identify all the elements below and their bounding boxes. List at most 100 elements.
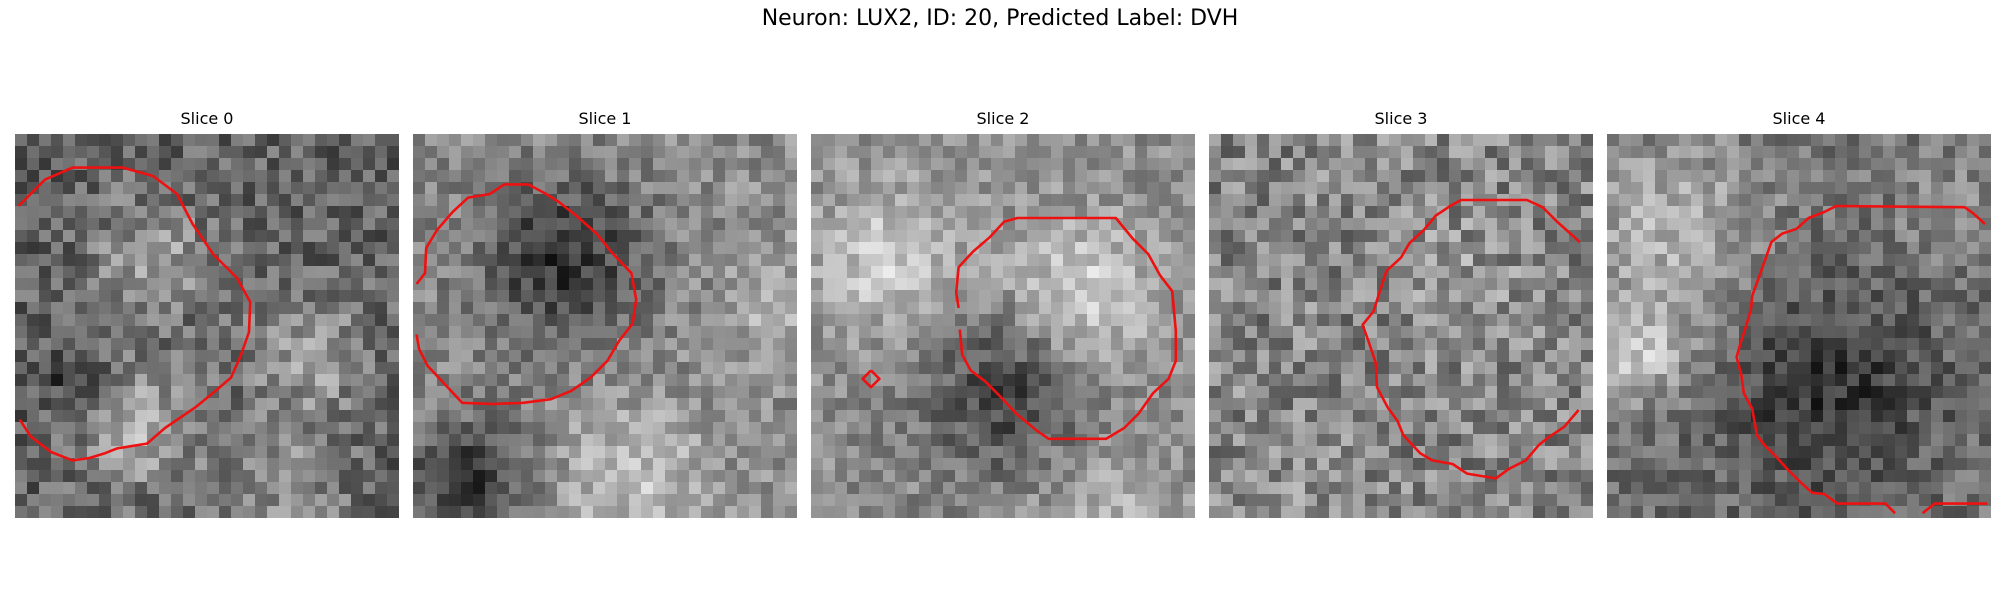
slice-pixel <box>1859 146 1872 159</box>
slice-pixel <box>279 134 292 147</box>
slice-pixel <box>1655 326 1668 339</box>
slice-pixel <box>1569 206 1582 219</box>
slice-pixel <box>99 146 112 159</box>
slice-pixel <box>773 350 786 363</box>
slice-pixel <box>231 278 244 291</box>
slice-pixel <box>485 482 498 495</box>
slice-pixel <box>413 146 426 159</box>
slice-pixel <box>1473 266 1486 279</box>
slice-pixel <box>339 146 352 159</box>
slice-pixel <box>1221 146 1234 159</box>
slice-pixel <box>545 446 558 459</box>
slice-pixel <box>99 314 112 327</box>
slice-pixel <box>1679 242 1692 255</box>
slice-pixel <box>1341 230 1354 243</box>
slice-pixel <box>557 350 570 363</box>
slice-pixel <box>1171 506 1184 518</box>
slice-pixel <box>1015 398 1028 411</box>
slice-pixel <box>1329 158 1342 171</box>
slice-pixel <box>1003 182 1016 195</box>
slice-pixel <box>1449 230 1462 243</box>
slice-pixel <box>943 398 956 411</box>
slice-pixel <box>1631 134 1644 147</box>
slice-pixel <box>1171 386 1184 399</box>
slice-pixel <box>785 374 797 387</box>
slice-pixel <box>1667 206 1680 219</box>
slice-pixel <box>1233 434 1246 447</box>
slice-pixel <box>521 398 534 411</box>
slice-pixel <box>1859 326 1872 339</box>
slice-pixel <box>461 218 474 231</box>
slice-pixel <box>1715 170 1728 183</box>
slice-pixel <box>291 206 304 219</box>
slice-pixel <box>123 206 136 219</box>
slice-pixel <box>87 206 100 219</box>
slice-pixel <box>1859 134 1872 147</box>
slice-pixel <box>955 374 968 387</box>
slice-pixel <box>895 206 908 219</box>
slice-pixel <box>1895 374 1908 387</box>
slice-pixel <box>835 290 848 303</box>
slice-pixel <box>593 218 606 231</box>
slice-pixel <box>835 398 848 411</box>
slice-pixel <box>279 218 292 231</box>
slice-pixel <box>147 182 160 195</box>
slice-pixel <box>1847 410 1860 423</box>
slice-pixel <box>51 326 64 339</box>
slice-pixel <box>1811 182 1824 195</box>
slice-pixel <box>1389 206 1402 219</box>
slice-pixel <box>473 206 486 219</box>
slice-pixel <box>1449 206 1462 219</box>
slice-pixel <box>1015 194 1028 207</box>
slice-pixel <box>1221 254 1234 267</box>
slice-pixel <box>1329 398 1342 411</box>
slice-pixel <box>533 458 546 471</box>
slice-pixel <box>171 314 184 327</box>
slice-pixel <box>785 278 797 291</box>
slice-pixel <box>449 218 462 231</box>
slice-pixel <box>1847 326 1860 339</box>
slice-pixel <box>1221 362 1234 375</box>
slice-pixel <box>521 242 534 255</box>
slice-pixel <box>1715 386 1728 399</box>
slice-pixel <box>1895 338 1908 351</box>
slice-pixel <box>1751 146 1764 159</box>
slice-pixel <box>1111 290 1124 303</box>
slice-pixel <box>1787 158 1800 171</box>
slice-pixel <box>111 434 124 447</box>
slice-pixel <box>725 362 738 375</box>
slice-pixel <box>1715 242 1728 255</box>
slice-pixel <box>955 362 968 375</box>
slice-pixel <box>1389 386 1402 399</box>
slice-pixel <box>895 494 908 507</box>
slice-pixel <box>387 362 399 375</box>
slice-pixel <box>1907 146 1920 159</box>
slice-pixel <box>231 386 244 399</box>
slice-pixel <box>1691 338 1704 351</box>
slice-pixel <box>1437 422 1450 435</box>
slice-pixel <box>677 362 690 375</box>
slice-pixel <box>1967 170 1980 183</box>
slice-pixel <box>1473 242 1486 255</box>
slice-pixel <box>749 230 762 243</box>
slice-pixel <box>1257 494 1270 507</box>
slice-pixel <box>1159 302 1172 315</box>
slice-pixel <box>1305 446 1318 459</box>
slice-pixel <box>1655 242 1668 255</box>
slice-pixel <box>1871 326 1884 339</box>
slice-pixel <box>1159 326 1172 339</box>
slice-pixel <box>811 194 824 207</box>
slice-pixel <box>749 434 762 447</box>
slice-pixel <box>425 494 438 507</box>
slice-pixel <box>1221 482 1234 495</box>
slice-pixel <box>1341 362 1354 375</box>
slice-pixel <box>39 254 52 267</box>
slice-pixel <box>1569 314 1582 327</box>
slice-pixel <box>785 302 797 315</box>
slice-pixel <box>1135 374 1148 387</box>
slice-pixel <box>1871 218 1884 231</box>
slice-pixel <box>1883 374 1896 387</box>
slice-pixel <box>955 194 968 207</box>
slice-pixel <box>375 326 388 339</box>
slice-pixel <box>1039 338 1052 351</box>
